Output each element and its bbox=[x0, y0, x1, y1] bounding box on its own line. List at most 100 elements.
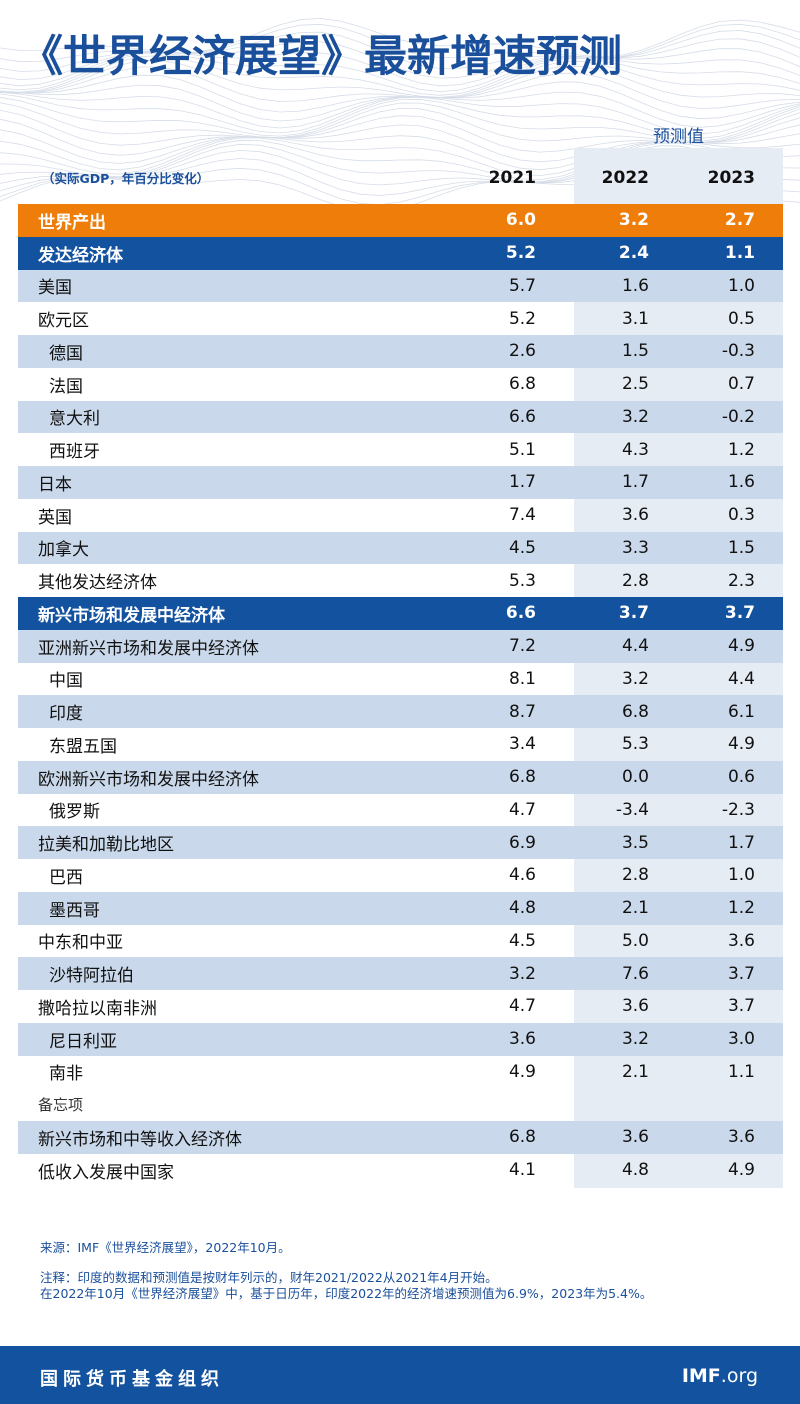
value-cell-2021: 6.8 bbox=[508, 767, 536, 788]
wave-line bbox=[0, 17, 800, 58]
row-label: 巴西 bbox=[49, 867, 83, 888]
value-cell-2023: 4.9 bbox=[727, 734, 755, 755]
value-cell-2023: 1.1 bbox=[724, 243, 755, 264]
wave-line bbox=[0, 96, 800, 140]
forecast-column-band bbox=[574, 148, 783, 1188]
row-label: 美国 bbox=[38, 278, 72, 299]
value-cell-2023: 2.7 bbox=[724, 210, 755, 231]
row-label: 中国 bbox=[49, 671, 83, 692]
row-label: 日本 bbox=[38, 474, 72, 495]
value-cell-2023: 1.2 bbox=[727, 898, 755, 919]
row-label: 西班牙 bbox=[49, 442, 100, 463]
value-cell-2021: 6.8 bbox=[508, 374, 536, 395]
value-cell-2023: 1.7 bbox=[727, 832, 755, 853]
wave-line bbox=[0, 91, 800, 129]
table-row: 新兴市场和发展中经济体 6.6 3.7 3.7 bbox=[18, 597, 783, 630]
value-cell-2022: 5.0 bbox=[621, 930, 649, 951]
value-cell-2021: 7.2 bbox=[508, 636, 536, 657]
value-cell-2022: 3.6 bbox=[621, 505, 649, 526]
value-cell-2021: 3.2 bbox=[508, 963, 536, 984]
value-cell-2022: 1.5 bbox=[621, 341, 649, 362]
footnote-line: 在2022年10月《世界经济展望》中，基于日历年，印度2022年的经济增速预测值… bbox=[40, 1286, 653, 1301]
value-cell-2022: 7.6 bbox=[621, 963, 649, 984]
value-cell-2023: 1.0 bbox=[727, 865, 755, 886]
table-row: 意大利 6.6 3.2 -0.2 bbox=[18, 400, 783, 434]
value-cell-2022: 3.6 bbox=[621, 996, 649, 1017]
value-cell-2021: 5.3 bbox=[508, 570, 536, 591]
footnotes: 注释：印度的数据和预测值是按财年列示的，财年2021/2022从2021年4月开… bbox=[40, 1270, 652, 1302]
wave-line bbox=[0, 48, 800, 87]
table-row: 欧洲新兴市场和发展中经济体 6.8 0.0 0.6 bbox=[18, 760, 783, 794]
row-label: 法国 bbox=[49, 376, 83, 397]
value-cell-2021: 5.2 bbox=[508, 308, 536, 329]
wave-line bbox=[0, 139, 800, 181]
value-cell-2021: 4.5 bbox=[508, 537, 536, 558]
value-cell-2022: 1.7 bbox=[621, 472, 649, 493]
row-label: 拉美和加勒比地区 bbox=[38, 835, 174, 856]
row-label: 低收入发展中国家 bbox=[38, 1162, 174, 1183]
value-cell-2023: 2.3 bbox=[727, 570, 755, 591]
table-row: 亚洲新兴市场和发展中经济体 7.2 4.4 4.9 bbox=[18, 629, 783, 663]
value-cell-2021: 4.9 bbox=[508, 1061, 536, 1082]
table-row: 撒哈拉以南非洲 4.7 3.6 3.7 bbox=[18, 990, 783, 1023]
row-label: 亚洲新兴市场和发展中经济体 bbox=[38, 638, 259, 659]
value-cell-2021: 3.6 bbox=[508, 1029, 536, 1050]
unit-note: （实际GDP，年百分比变化） bbox=[42, 171, 210, 186]
row-label: 尼日利亚 bbox=[49, 1031, 117, 1052]
value-cell-2021: 7.4 bbox=[508, 505, 536, 526]
value-cell-2021: 3.4 bbox=[508, 734, 536, 755]
row-label: 印度 bbox=[49, 704, 83, 725]
row-label: 欧元区 bbox=[38, 311, 89, 332]
table-row: 发达经济体 5.2 2.4 1.1 bbox=[18, 236, 783, 270]
value-cell-2023: 1.2 bbox=[727, 439, 755, 460]
table-row: 美国 5.7 1.6 1.0 bbox=[18, 269, 783, 303]
row-label: 新兴市场和中等收入经济体 bbox=[38, 1129, 242, 1150]
row-label: 墨西哥 bbox=[49, 900, 100, 921]
table-row: 中国 8.1 3.2 4.4 bbox=[18, 663, 783, 696]
value-cell-2022: 3.6 bbox=[621, 1127, 649, 1148]
value-cell-2022: 4.3 bbox=[621, 439, 649, 460]
value-cell-2021: 6.0 bbox=[505, 210, 536, 231]
value-cell-2021 bbox=[436, 1088, 536, 1121]
table-row: 法国 6.8 2.5 0.7 bbox=[18, 368, 783, 401]
footer-website-link[interactable]: IMF.org bbox=[682, 1365, 758, 1387]
growth-table: 世界产出 6.0 3.2 2.7 发达经济体 5.2 2.4 1.1 美国 5.7 1.6 1.0 欧元… bbox=[18, 204, 783, 1187]
value-cell-2022: 3.2 bbox=[618, 210, 649, 231]
table-row: 低收入发展中国家 4.1 4.8 4.9 bbox=[18, 1154, 783, 1187]
wave-line bbox=[0, 102, 800, 142]
value-cell-2023: 3.6 bbox=[727, 1127, 755, 1148]
source-note: 来源：IMF《世界经济展望》，2022年10月。 bbox=[40, 1240, 291, 1255]
column-header-2021: 2021 bbox=[488, 168, 536, 188]
wave-line bbox=[0, 107, 800, 146]
table-row: 世界产出 6.0 3.2 2.7 bbox=[18, 204, 783, 237]
row-label: 世界产出 bbox=[38, 212, 106, 233]
value-cell-2021: 6.6 bbox=[508, 406, 536, 427]
wave-line bbox=[0, 143, 800, 183]
value-cell-2023: 1.1 bbox=[727, 1061, 755, 1082]
row-label: 英国 bbox=[38, 507, 72, 528]
footnote-line: 注释：印度的数据和预测值是按财年列示的，财年2021/2022从2021年4月开… bbox=[40, 1270, 498, 1285]
value-cell-2022: 2.4 bbox=[618, 243, 649, 264]
value-cell-2022: 3.2 bbox=[621, 1029, 649, 1050]
row-label: 中东和中亚 bbox=[38, 933, 123, 954]
value-cell-2022: 3.7 bbox=[618, 603, 649, 624]
value-cell-2022: 0.0 bbox=[621, 767, 649, 788]
table-row: 西班牙 5.1 4.3 1.2 bbox=[18, 433, 783, 466]
forecast-label: 预测值 bbox=[653, 127, 704, 147]
value-cell-2023: 1.6 bbox=[727, 472, 755, 493]
value-cell-2023: 3.0 bbox=[727, 1029, 755, 1050]
table-row: 新兴市场和中等收入经济体 6.8 3.6 3.6 bbox=[18, 1121, 783, 1154]
footer-site-bold: IMF bbox=[681, 1365, 721, 1387]
value-cell-2023: 0.7 bbox=[727, 374, 755, 395]
table-row: 俄罗斯 4.7 -3.4 -2.3 bbox=[18, 794, 783, 827]
wave-line bbox=[0, 93, 800, 135]
table-row: 墨西哥 4.8 2.1 1.2 bbox=[18, 891, 783, 925]
table-row: 印度 8.7 6.8 6.1 bbox=[18, 695, 783, 728]
value-cell-2021: 1.7 bbox=[508, 472, 536, 493]
value-cell-2023 bbox=[655, 1088, 755, 1121]
column-header-2023: 2023 bbox=[707, 168, 755, 188]
row-label: 新兴市场和发展中经济体 bbox=[38, 605, 225, 626]
value-cell-2021: 4.6 bbox=[508, 865, 536, 886]
table-row: 中东和中亚 4.5 5.0 3.6 bbox=[18, 925, 783, 958]
wave-line bbox=[0, 65, 800, 102]
